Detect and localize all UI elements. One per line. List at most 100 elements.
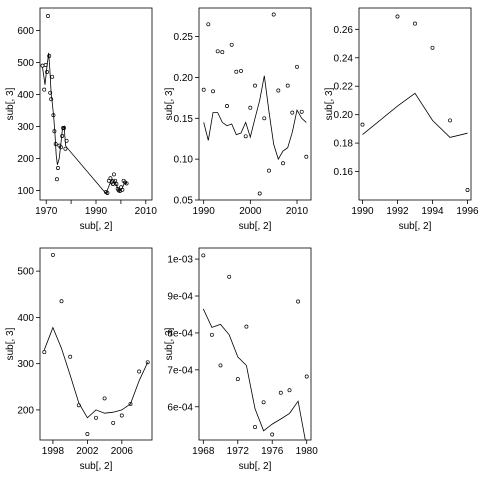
y-tick-label: 0.22 [334, 82, 354, 93]
plot-area [201, 12, 309, 196]
data-point [448, 118, 452, 123]
data-point [281, 161, 285, 166]
data-point [360, 122, 365, 127]
data-point [271, 12, 276, 17]
data-point [111, 420, 116, 425]
data-point [395, 14, 400, 19]
data-point [278, 390, 283, 395]
y-tick-label: 200 [17, 154, 34, 165]
x-axis-title: sub[, 2] [80, 221, 113, 232]
data-point [85, 432, 90, 436]
y-tick-label: 0.10 [174, 155, 194, 166]
y-tick-label: 6e-04 [167, 402, 193, 413]
y-axis-title: sub[, 3] [5, 87, 16, 120]
x-tick-label: 2010 [286, 206, 309, 217]
panel-2: 1990 2000 2010 0.05 0.10 0.15 0.20 0.25 sub[, 2]… [164, 7, 312, 232]
data-point [145, 360, 150, 365]
y-axis-title: sub[, 3] [164, 327, 175, 360]
data-point [239, 68, 243, 73]
data-point [304, 154, 309, 159]
plot-frame [198, 247, 312, 441]
y-tick-label: 500 [17, 58, 34, 69]
y-tick-label: 100 [17, 186, 34, 197]
y-tick-label: 400 [17, 90, 34, 101]
data-point [244, 324, 249, 329]
data-point [137, 369, 142, 374]
data-point [234, 69, 239, 74]
x-tick-label: 1994 [421, 206, 444, 217]
plot-frame [198, 7, 312, 201]
data-point [276, 88, 281, 93]
panel-5: 1968 1972 1976 1980 6e-04 7e-04 8e-04 9e-04 1e-0… [164, 247, 318, 472]
y-tick-label: 1e-03 [167, 255, 193, 266]
x-tick-label: 1996 [456, 206, 479, 217]
data-point [105, 191, 110, 195]
data-point [48, 90, 53, 95]
data-point [290, 110, 295, 115]
data-point [114, 182, 119, 186]
data-point [54, 177, 59, 182]
y-tick-label: 300 [17, 122, 34, 133]
y-tick-label: 0.05 [174, 196, 194, 207]
data-point [128, 401, 133, 406]
data-point [50, 252, 55, 257]
data-point [209, 332, 214, 337]
series-line [362, 92, 468, 138]
y-tick-label: 0.18 [334, 139, 354, 150]
data-point [59, 299, 64, 304]
data-point [270, 432, 275, 437]
y-tick-label: 7e-04 [167, 365, 193, 376]
y-tick-label: 8e-04 [167, 328, 193, 339]
data-point [62, 126, 67, 130]
data-point [94, 415, 98, 420]
data-point [201, 87, 206, 92]
y-tick-label: 200 [17, 405, 34, 416]
x-axis-title: sub[, 2] [239, 221, 272, 232]
x-tick-label: 2000 [239, 206, 262, 217]
panel-4: 1998 2002 2006 200 300 400 500 sub[, 2] sub[, 3] [5, 247, 153, 472]
series-line [203, 75, 307, 161]
y-tick-label: 0.16 [334, 167, 354, 178]
y-tick-label: 0.20 [174, 73, 194, 84]
y-tick-label: 400 [17, 313, 34, 324]
data-point [63, 146, 68, 151]
y-tick-label: 0.24 [334, 53, 354, 64]
data-point [102, 396, 107, 401]
data-point [218, 363, 223, 368]
data-point [215, 49, 220, 54]
y-tick-label: 600 [17, 26, 34, 37]
series-line [43, 326, 149, 419]
data-point [229, 42, 234, 47]
x-tick-label: 1990 [85, 206, 108, 217]
plot-area [201, 253, 309, 440]
data-point [287, 388, 292, 393]
data-point [52, 129, 57, 134]
data-point [253, 83, 257, 88]
data-point [46, 14, 50, 18]
data-point [68, 354, 73, 359]
data-point [111, 172, 116, 177]
plot-area [40, 14, 129, 195]
data-point [120, 187, 125, 192]
data-point [225, 104, 229, 108]
series-line [202, 308, 306, 440]
data-point [40, 63, 45, 68]
x-tick-label: 1970 [35, 206, 58, 217]
data-point [235, 377, 240, 382]
data-point [55, 166, 60, 170]
plot-area [42, 252, 150, 436]
y-tick-label: 0.20 [334, 110, 354, 121]
y-tick-label: 500 [17, 267, 34, 278]
data-point [47, 54, 52, 58]
x-tick-label: 2002 [76, 446, 99, 457]
y-tick-label: 0.15 [174, 114, 194, 125]
data-point [42, 350, 47, 355]
plot-frame [39, 7, 153, 201]
data-point [53, 142, 58, 146]
x-axis-title: sub[, 2] [399, 221, 432, 232]
data-point [296, 299, 301, 304]
data-point [257, 191, 262, 196]
data-point [45, 70, 49, 74]
x-tick-label: 1998 [42, 446, 65, 457]
